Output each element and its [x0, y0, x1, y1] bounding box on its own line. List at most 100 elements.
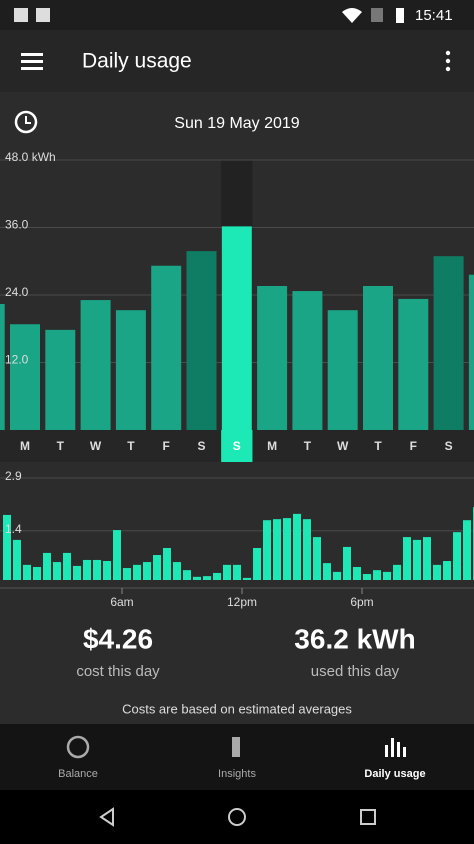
cost-caption: cost this day	[76, 663, 160, 680]
bar	[393, 564, 401, 580]
back-button[interactable]	[99, 807, 114, 827]
bar	[80, 300, 111, 430]
menu-line	[21, 60, 43, 63]
bar	[151, 265, 182, 430]
x-tick-label: S	[445, 439, 453, 453]
bar	[33, 566, 41, 580]
clock-icon	[14, 110, 38, 134]
status-icon	[14, 8, 28, 22]
bar	[293, 513, 301, 580]
clock-hands	[25, 116, 31, 124]
dot	[445, 66, 451, 72]
bar	[123, 568, 131, 580]
hourly-chart: 1.4 2.9 6am 12pm 6pm	[0, 469, 474, 609]
bar	[253, 547, 261, 580]
bar	[433, 256, 464, 430]
status-time: 15:41	[415, 7, 453, 24]
bar	[83, 559, 91, 580]
app-bar	[0, 30, 474, 92]
home-button[interactable]	[228, 808, 246, 826]
x-tick-label: W	[90, 439, 102, 453]
x-tick-label: W	[337, 439, 349, 453]
usage-value: 36.2 kWh	[294, 623, 415, 654]
x-tick-label: S	[233, 439, 241, 453]
system-nav	[0, 790, 474, 844]
bar	[403, 537, 411, 580]
x-tick-label: T	[374, 439, 382, 453]
nav-label: Balance	[58, 768, 98, 780]
bar	[163, 547, 171, 580]
bar	[115, 310, 146, 430]
x-tick-label: T	[304, 439, 312, 453]
bar	[73, 565, 81, 580]
bar	[143, 562, 151, 580]
x-tick-label: F	[163, 439, 170, 453]
x-tick-label: 6am	[110, 595, 133, 609]
bar	[303, 519, 311, 580]
history-button[interactable]	[14, 110, 38, 134]
status-icon	[36, 8, 50, 22]
recents-button[interactable]	[360, 809, 376, 825]
daily-chart: 12.0 24.0 36.0 48.0 kWh M T W T F S S M T W T F S	[0, 150, 474, 462]
bar	[213, 572, 221, 580]
nav-label: Daily usage	[364, 768, 425, 780]
bar	[43, 552, 51, 580]
nav-icon	[66, 735, 90, 759]
y-tick-label: 36.0	[5, 218, 29, 232]
bar	[53, 562, 61, 580]
nav-icon	[397, 742, 400, 757]
menu-button[interactable]	[21, 53, 43, 70]
bar	[221, 226, 252, 430]
bar	[233, 564, 241, 580]
dot	[445, 58, 451, 64]
nav-label: Insights	[218, 768, 256, 780]
bar	[183, 570, 191, 580]
x-tick-label: 6pm	[350, 595, 373, 609]
bar	[373, 570, 381, 580]
menu-line	[21, 53, 43, 56]
bar	[257, 286, 288, 430]
bar	[203, 576, 211, 580]
bar	[463, 520, 471, 580]
note: Costs are based on estimated averages	[122, 701, 352, 716]
bar	[263, 520, 271, 580]
bar	[243, 577, 251, 580]
nav-icon	[385, 745, 388, 757]
y-tick-label: 1.4	[5, 522, 22, 536]
bar	[333, 571, 341, 580]
bar	[353, 566, 361, 580]
selected-label-bg	[221, 430, 253, 462]
signal-icon	[371, 8, 383, 22]
bar	[273, 519, 281, 580]
x-tick-label: F	[410, 439, 417, 453]
bar	[0, 304, 5, 430]
nav-daily-usage[interactable]: Daily usage	[364, 738, 426, 780]
bar	[433, 564, 441, 580]
bar	[173, 562, 181, 580]
y-tick-label: 12.0	[5, 353, 29, 367]
bar	[153, 555, 161, 580]
overflow-button[interactable]	[445, 50, 451, 72]
bar	[323, 563, 331, 580]
bar	[103, 561, 111, 580]
nav-balance[interactable]: Balance	[58, 735, 98, 780]
app-title: Daily usage	[82, 50, 192, 73]
bar	[443, 561, 451, 580]
x-tick-label: T	[57, 439, 65, 453]
bar	[327, 310, 358, 430]
bar	[63, 552, 71, 580]
bar	[3, 514, 11, 580]
bar	[383, 571, 391, 580]
nav-insights[interactable]: Insights	[218, 737, 256, 780]
y-tick-label: 2.9	[5, 469, 22, 483]
bar	[453, 532, 461, 580]
bar	[313, 537, 321, 580]
dot	[445, 50, 451, 56]
bar	[292, 291, 323, 430]
x-tick-label: S	[197, 439, 205, 453]
date-label[interactable]: Sun 19 May 2019	[174, 115, 300, 132]
status-bar	[0, 0, 474, 30]
bar	[343, 546, 351, 580]
bar	[223, 564, 231, 580]
